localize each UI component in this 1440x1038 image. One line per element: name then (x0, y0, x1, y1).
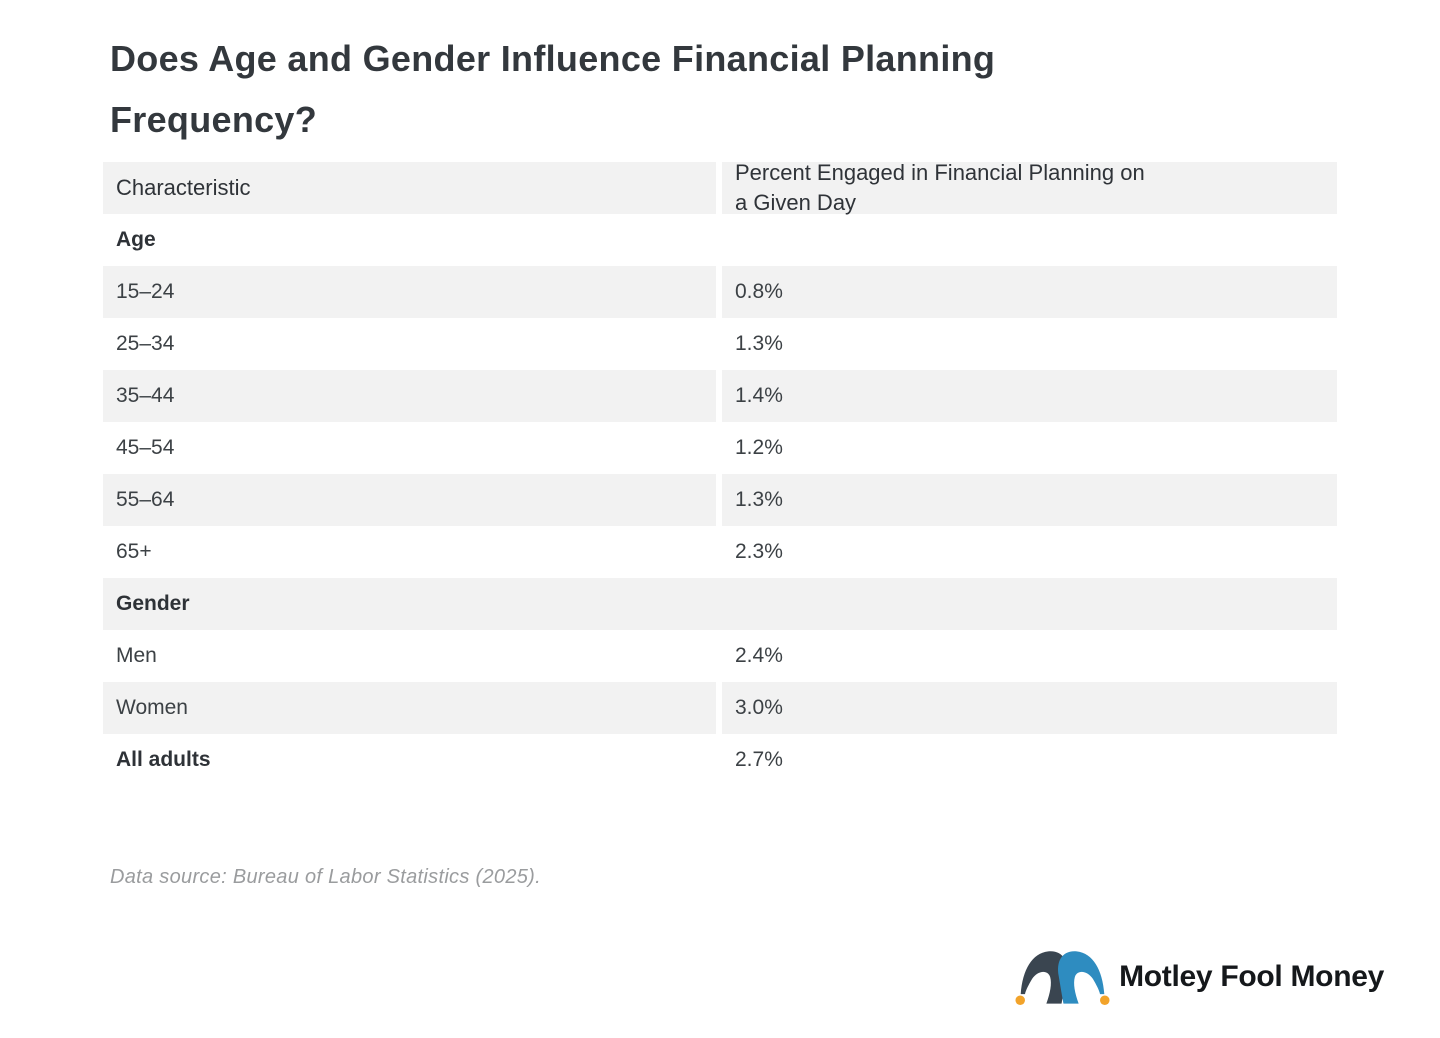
row-value: 1.4% (722, 370, 1337, 422)
table-row: 65+ 2.3% (103, 526, 1337, 578)
column-divider (716, 266, 722, 318)
page-title: Does Age and Gender Influence Financial … (110, 38, 996, 140)
column-divider (716, 318, 722, 370)
table-row: 25–34 1.3% (103, 318, 1337, 370)
column-divider (716, 422, 722, 474)
row-label: All adults (116, 748, 211, 771)
table-row: 15–24 0.8% (103, 266, 1337, 318)
table-row: Men 2.4% (103, 630, 1337, 682)
table-row: All adults 2.7% (103, 734, 1337, 786)
row-label: 15–24 (103, 266, 716, 318)
column-divider (716, 526, 722, 578)
brand-logo-text: Motley Fool Money (1119, 960, 1384, 993)
column-header-characteristic: Characteristic (103, 162, 716, 214)
brand-logo: Motley Fool Money (1015, 944, 1384, 1010)
row-label: Women (103, 682, 716, 734)
row-value: 0.8% (722, 266, 1337, 318)
data-source-note: Data source: Bureau of Labor Statistics … (110, 866, 541, 888)
row-value: 1.3% (722, 474, 1337, 526)
section-label: Age (116, 228, 156, 251)
row-value: 2.7% (735, 748, 783, 771)
row-label: 45–54 (116, 436, 175, 459)
column-divider (716, 474, 722, 526)
table-row: Women 3.0% (103, 682, 1337, 734)
row-label: 55–64 (103, 474, 716, 526)
data-table: Characteristic Percent Engaged in Financ… (103, 160, 1337, 786)
row-label: 65+ (116, 540, 152, 563)
row-value: 2.4% (735, 644, 783, 667)
table-body: Age 15–24 0.8% 25–34 1.3% 35–44 1.4% 45–54 1.2% 5… (103, 214, 1337, 786)
row-label: Men (116, 644, 157, 667)
row-label: 35–44 (103, 370, 716, 422)
row-value: 1.3% (735, 332, 783, 355)
row-value: 3.0% (722, 682, 1337, 734)
column-header-percent: Percent Engaged in Financial Planning on… (722, 160, 1337, 215)
column-divider (716, 630, 722, 682)
jester-hat-icon (1015, 951, 1110, 1006)
column-divider (716, 162, 722, 214)
table-row: 35–44 1.4% (103, 370, 1337, 422)
table-row: 45–54 1.2% (103, 422, 1337, 474)
table-row: 55–64 1.3% (103, 474, 1337, 526)
row-value: 1.2% (735, 436, 783, 459)
table-section-row: Age (103, 214, 1337, 266)
table-section-row: Gender (103, 578, 1337, 630)
row-label: 25–34 (116, 332, 175, 355)
table-header-row: Characteristic Percent Engaged in Financ… (103, 160, 1337, 215)
row-value: 2.3% (735, 540, 783, 563)
section-label: Gender (103, 578, 1337, 630)
column-divider (716, 734, 722, 786)
column-divider (716, 682, 722, 734)
column-divider (716, 370, 722, 422)
